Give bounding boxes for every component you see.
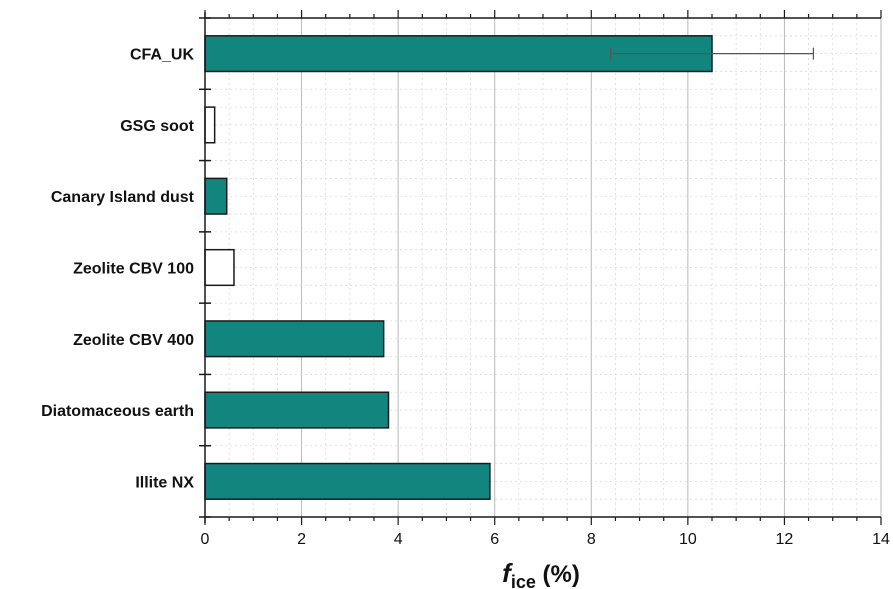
error-bar-layer (609, 47, 815, 60)
x-tick-label: 0 (201, 531, 210, 548)
bar-canary-island-dust (204, 177, 228, 215)
x-tick-label: 8 (587, 531, 596, 548)
bar-zeolite-cbv-100 (204, 248, 235, 287)
x-tick-label: 12 (776, 531, 794, 548)
x-axis-title-subscript: ice (511, 572, 536, 589)
category-label: Canary Island dust (51, 189, 195, 206)
x-tick-label: 4 (394, 531, 403, 548)
x-tick-label: 6 (490, 531, 499, 548)
x-axis-title-main: f (502, 558, 513, 588)
category-label: GSG soot (120, 118, 194, 135)
tick-label-layer: 0 2 4 6 8 10 12 14 (201, 531, 890, 548)
category-label: Diatomaceous earth (41, 403, 194, 420)
bar-illite-nx (204, 462, 491, 500)
x-tick-label: 14 (872, 531, 890, 548)
grid-layer (204, 17, 882, 518)
category-label-layer: CFA_UK GSG soot Canary Island dust Zeolite … (41, 47, 195, 492)
x-tick-label: 2 (297, 531, 306, 548)
x-tick-label: 10 (679, 531, 697, 548)
bar-diatomaceous-earth (204, 391, 390, 429)
bar-gsg-soot (204, 106, 216, 144)
category-label: Illite NX (135, 474, 194, 491)
category-label: Zeolite CBV 100 (73, 261, 194, 278)
axis-layer (199, 10, 882, 525)
bar-zeolite-cbv-400 (204, 320, 385, 358)
category-label: Zeolite CBV 400 (73, 332, 194, 349)
x-axis-title: fice (%) (502, 558, 580, 589)
category-label: CFA_UK (130, 47, 194, 64)
x-axis-title-unit: (%) (536, 561, 580, 588)
